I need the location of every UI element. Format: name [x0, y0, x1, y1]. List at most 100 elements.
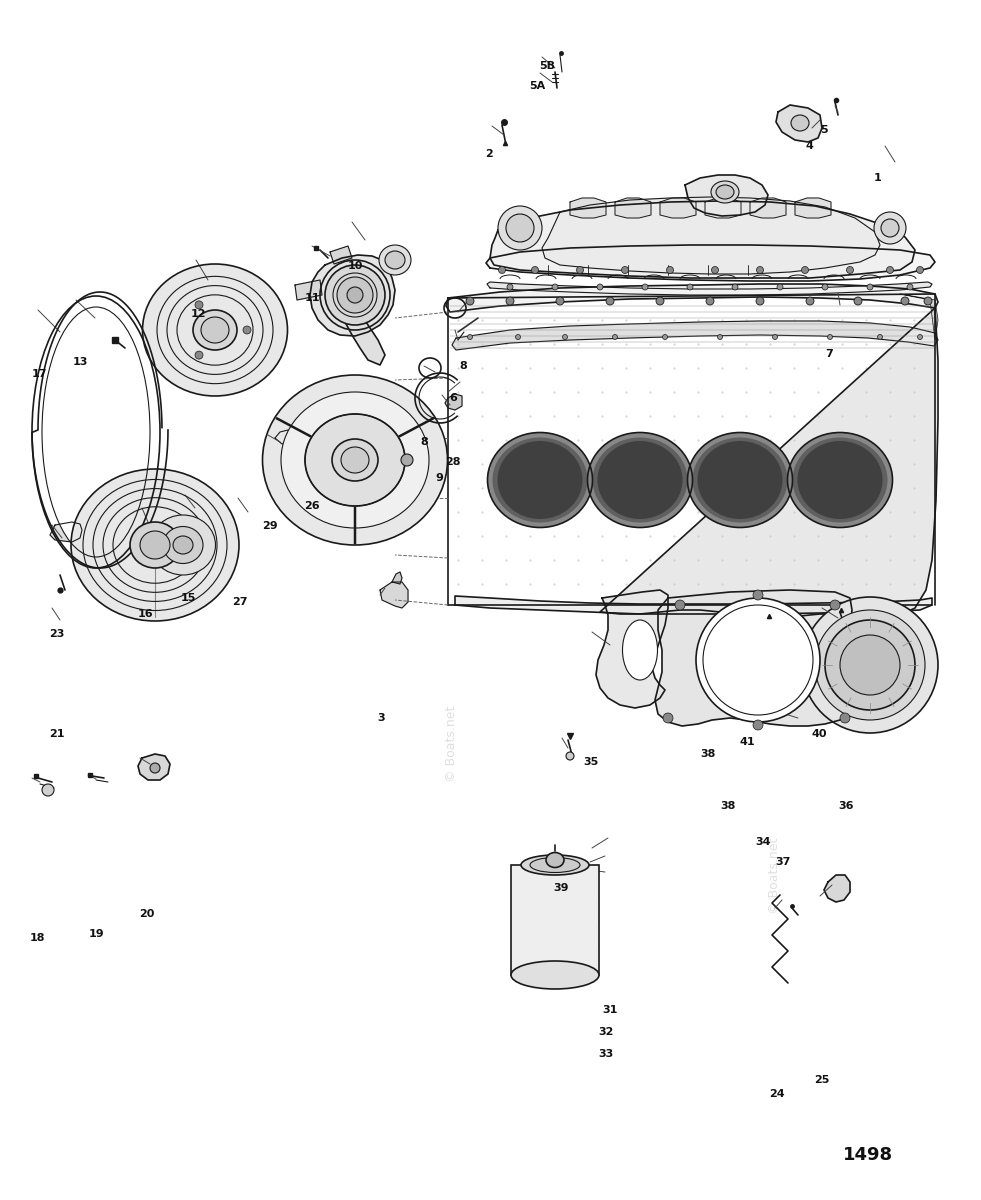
- Text: 25: 25: [814, 1075, 830, 1085]
- Circle shape: [562, 335, 567, 340]
- Circle shape: [606, 296, 614, 305]
- Circle shape: [881, 218, 899, 236]
- Ellipse shape: [511, 961, 599, 989]
- Polygon shape: [380, 582, 408, 608]
- Ellipse shape: [593, 438, 688, 522]
- Circle shape: [675, 600, 685, 610]
- Circle shape: [756, 266, 763, 274]
- Circle shape: [515, 335, 521, 340]
- Polygon shape: [310, 254, 395, 336]
- Circle shape: [867, 284, 873, 290]
- Text: 21: 21: [49, 730, 65, 739]
- Circle shape: [822, 284, 828, 290]
- Circle shape: [195, 301, 203, 308]
- Text: 41: 41: [740, 737, 755, 746]
- Circle shape: [666, 266, 674, 274]
- Circle shape: [622, 266, 629, 274]
- Ellipse shape: [488, 432, 593, 528]
- Ellipse shape: [142, 264, 287, 396]
- Text: 34: 34: [755, 838, 771, 847]
- Circle shape: [612, 335, 617, 340]
- Text: 2: 2: [485, 149, 492, 158]
- Circle shape: [642, 284, 648, 290]
- Ellipse shape: [530, 858, 580, 872]
- Ellipse shape: [305, 414, 405, 506]
- Text: 13: 13: [73, 358, 88, 367]
- Text: 5B: 5B: [540, 61, 555, 71]
- Circle shape: [687, 284, 693, 290]
- Text: 28: 28: [445, 457, 461, 467]
- Ellipse shape: [597, 440, 683, 518]
- Ellipse shape: [201, 317, 229, 343]
- Ellipse shape: [173, 536, 193, 554]
- Circle shape: [566, 752, 574, 760]
- Ellipse shape: [379, 245, 411, 275]
- Polygon shape: [295, 280, 322, 300]
- Polygon shape: [490, 200, 915, 278]
- Circle shape: [506, 214, 534, 242]
- Text: 16: 16: [137, 610, 153, 619]
- Polygon shape: [275, 430, 292, 444]
- Circle shape: [150, 763, 160, 773]
- Circle shape: [325, 265, 385, 325]
- Circle shape: [466, 296, 474, 305]
- Text: 37: 37: [775, 857, 791, 866]
- Ellipse shape: [711, 181, 739, 203]
- Ellipse shape: [42, 307, 150, 557]
- Ellipse shape: [521, 854, 589, 875]
- Text: 40: 40: [811, 730, 827, 739]
- Polygon shape: [685, 175, 768, 216]
- Ellipse shape: [688, 432, 793, 528]
- Text: 38: 38: [720, 802, 736, 811]
- Circle shape: [711, 266, 718, 274]
- Text: 38: 38: [700, 749, 716, 758]
- Ellipse shape: [193, 310, 237, 350]
- Circle shape: [732, 284, 738, 290]
- Circle shape: [663, 713, 673, 722]
- Text: 18: 18: [29, 934, 45, 943]
- Polygon shape: [739, 667, 751, 688]
- Ellipse shape: [697, 440, 783, 518]
- Circle shape: [498, 206, 542, 250]
- Circle shape: [347, 287, 363, 302]
- Ellipse shape: [150, 515, 216, 575]
- Polygon shape: [600, 308, 938, 618]
- Polygon shape: [596, 590, 668, 708]
- Text: 17: 17: [31, 370, 47, 379]
- Polygon shape: [487, 282, 932, 295]
- Circle shape: [656, 296, 664, 305]
- Circle shape: [801, 266, 808, 274]
- Circle shape: [532, 266, 539, 274]
- Text: 4: 4: [805, 142, 813, 151]
- Ellipse shape: [546, 852, 564, 868]
- Circle shape: [468, 335, 473, 340]
- Ellipse shape: [793, 438, 888, 522]
- Polygon shape: [655, 590, 852, 726]
- Circle shape: [498, 266, 505, 274]
- Circle shape: [907, 284, 913, 290]
- Polygon shape: [714, 626, 726, 648]
- Circle shape: [556, 296, 564, 305]
- Ellipse shape: [693, 438, 788, 522]
- Ellipse shape: [798, 440, 883, 518]
- Polygon shape: [615, 198, 651, 218]
- Circle shape: [901, 296, 909, 305]
- Circle shape: [777, 284, 783, 290]
- Polygon shape: [50, 522, 82, 542]
- Circle shape: [717, 335, 722, 340]
- Ellipse shape: [71, 469, 239, 622]
- Ellipse shape: [497, 440, 583, 518]
- Polygon shape: [330, 246, 352, 264]
- Circle shape: [195, 352, 203, 359]
- Text: 19: 19: [88, 929, 104, 938]
- Text: 27: 27: [232, 598, 248, 607]
- Circle shape: [874, 212, 906, 244]
- Polygon shape: [446, 284, 938, 312]
- Circle shape: [840, 635, 900, 695]
- Circle shape: [847, 266, 853, 274]
- Ellipse shape: [588, 432, 693, 528]
- Polygon shape: [795, 198, 831, 218]
- Text: 20: 20: [139, 910, 155, 919]
- Polygon shape: [138, 754, 170, 780]
- Polygon shape: [824, 875, 850, 902]
